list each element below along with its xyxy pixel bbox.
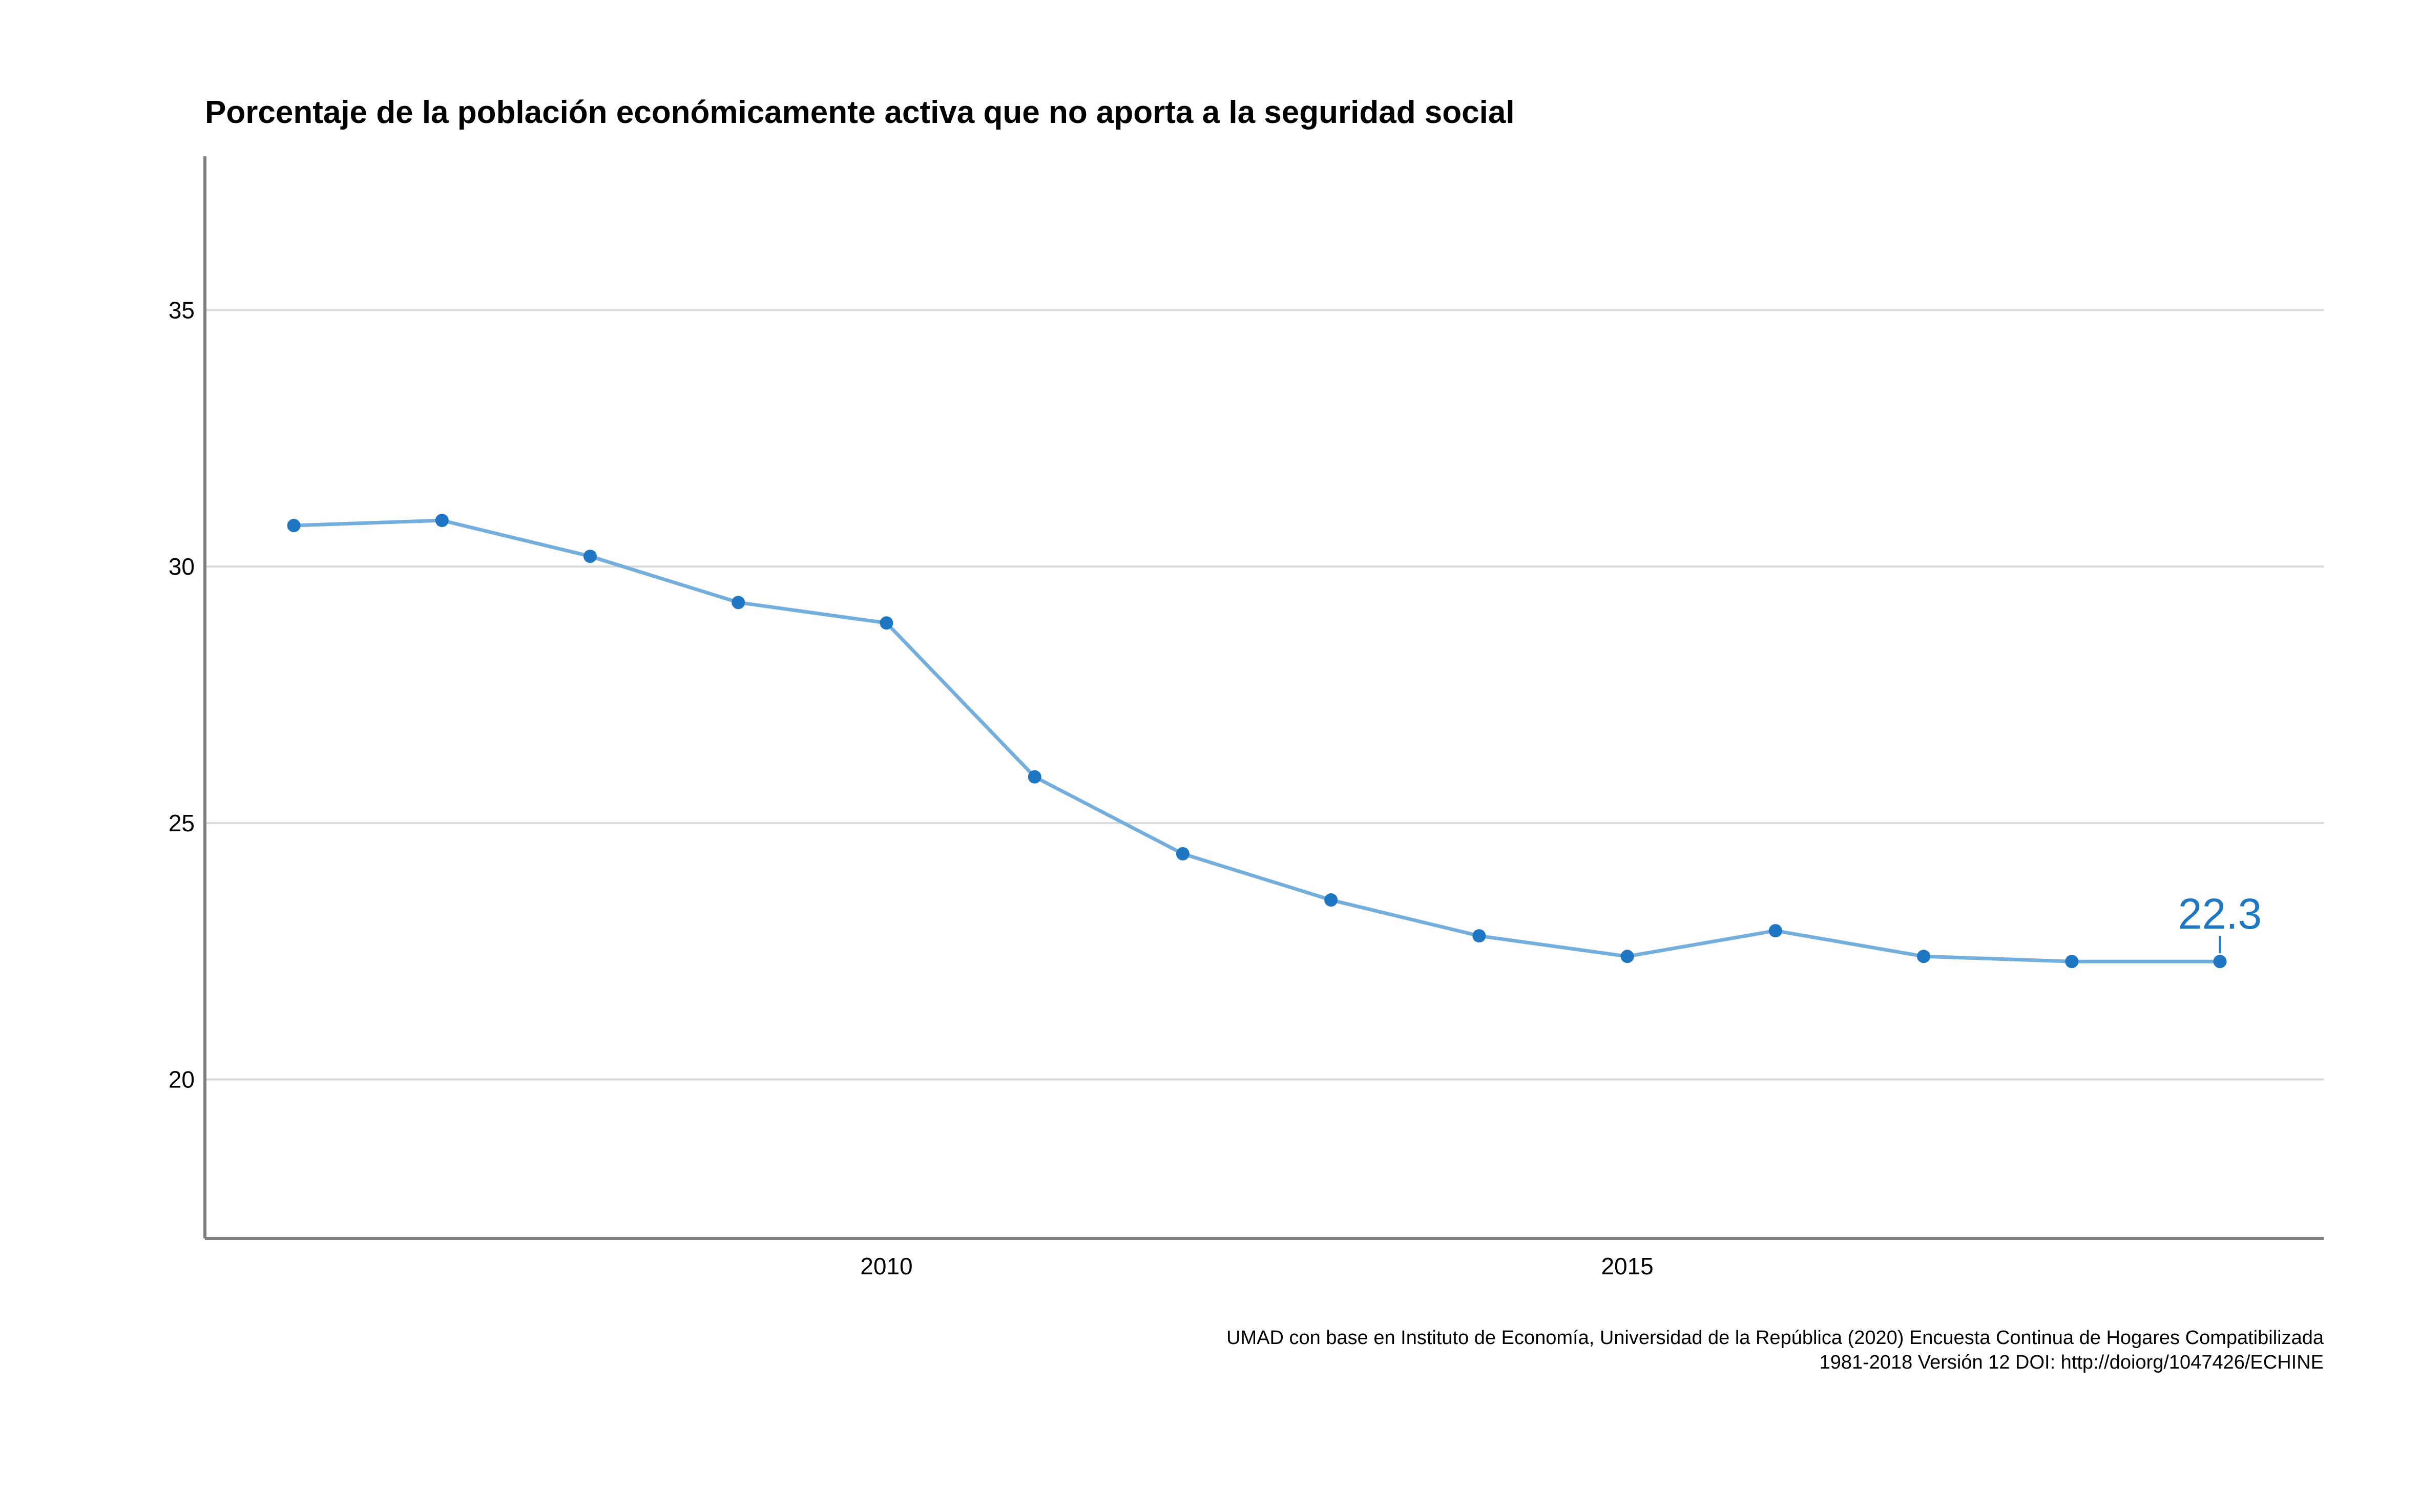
data-point bbox=[435, 514, 449, 528]
source-caption: UMAD con base en Instituto de Economía, … bbox=[1226, 1327, 2324, 1373]
data-points bbox=[287, 514, 2227, 969]
data-point bbox=[880, 616, 893, 630]
y-tick-label: 20 bbox=[169, 1066, 195, 1093]
data-point bbox=[1472, 929, 1486, 943]
x-tick-label: 2010 bbox=[860, 1253, 912, 1279]
x-axis-ticks: 2010 2015 bbox=[860, 1253, 1653, 1279]
data-point bbox=[1176, 847, 1190, 860]
series-line-group bbox=[294, 518, 2220, 963]
data-point bbox=[732, 596, 745, 610]
end-annotation: 22.3 bbox=[2178, 890, 2262, 954]
data-point bbox=[287, 519, 301, 533]
y-axis-ticks: 20 25 30 35 bbox=[169, 297, 195, 1093]
x-tick-label: 2015 bbox=[1601, 1253, 1653, 1279]
axes bbox=[203, 156, 2324, 1240]
caption-line-2: 1981-2018 Versión 12 DOI: http://doiorg/… bbox=[1820, 1352, 2324, 1373]
data-point bbox=[1324, 893, 1338, 907]
caption-line-1: UMAD con base en Instituto de Economía, … bbox=[1226, 1327, 2324, 1349]
y-tick-label: 35 bbox=[169, 297, 195, 323]
data-point bbox=[1768, 924, 1782, 938]
series-line bbox=[294, 518, 2220, 963]
data-point bbox=[1917, 950, 1931, 963]
grid-lines bbox=[205, 309, 2324, 1081]
data-point bbox=[1028, 770, 1041, 784]
end-value-label: 22.3 bbox=[2178, 890, 2262, 938]
data-point bbox=[2213, 955, 2227, 969]
y-tick-label: 30 bbox=[169, 553, 195, 580]
y-tick-label: 25 bbox=[169, 810, 195, 836]
chart-title: Porcentaje de la población económicament… bbox=[205, 95, 1515, 130]
data-point bbox=[583, 550, 597, 563]
data-point bbox=[1620, 950, 1634, 963]
data-point bbox=[2065, 955, 2079, 969]
